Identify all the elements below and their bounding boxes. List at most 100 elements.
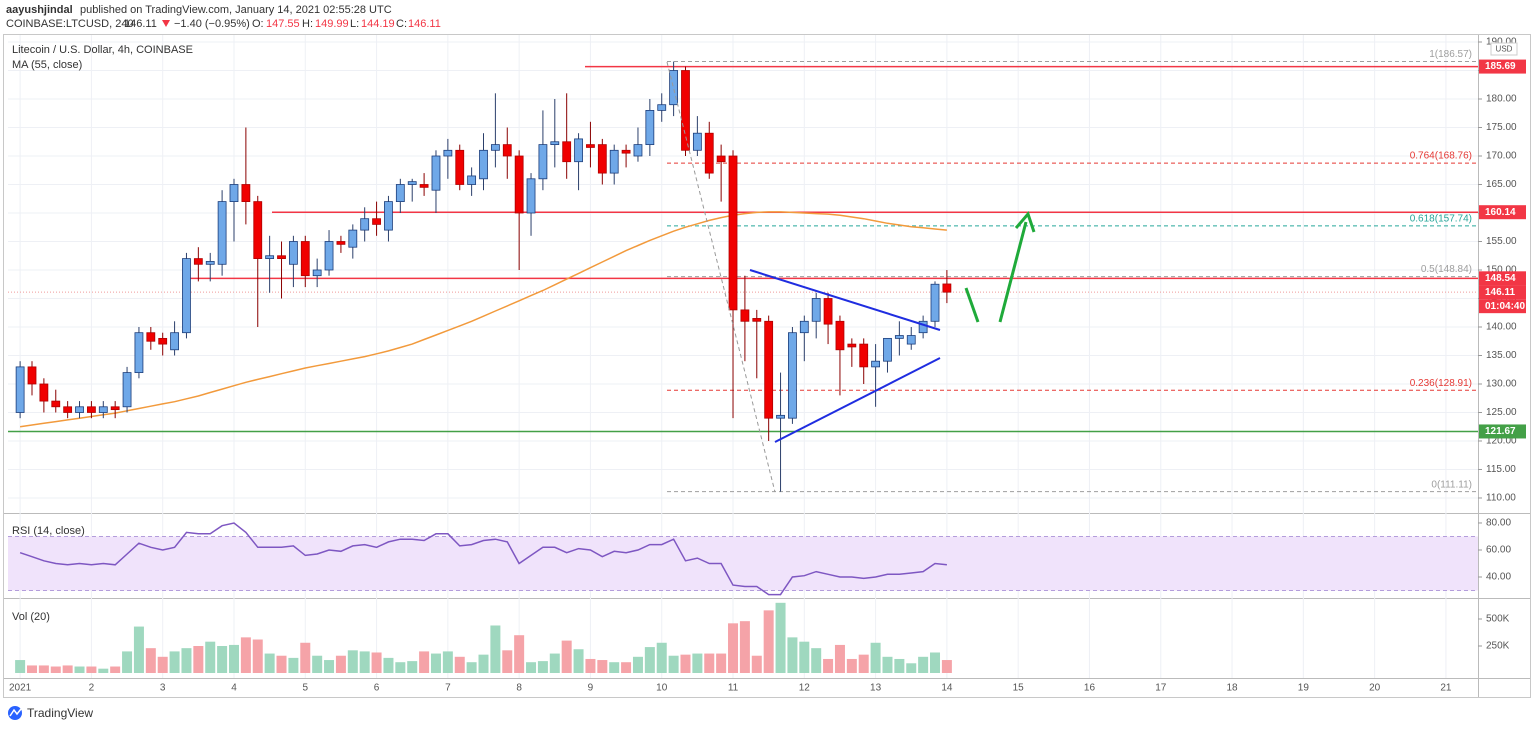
volume-bar: [692, 653, 703, 673]
candle-body: [645, 110, 655, 146]
rsi-band: [8, 536, 1478, 591]
candle-body: [574, 138, 583, 163]
rsi-tick-label: 40.00: [1486, 572, 1511, 583]
y-tick-label: 120.00: [1486, 436, 1517, 447]
x-tick-label: 17: [1155, 683, 1167, 694]
x-tick-label: 7: [445, 683, 451, 694]
volume-bar: [775, 602, 786, 673]
volume-bar: [573, 649, 584, 673]
candle-body: [562, 141, 572, 163]
volume-bar: [668, 655, 679, 673]
volume-bar: [122, 651, 133, 673]
volume-bar: [407, 661, 418, 673]
candle-body: [146, 332, 156, 342]
y-tick-label: 140.00: [1486, 322, 1517, 333]
candle-body: [740, 309, 750, 322]
x-tick-label: 14: [941, 683, 953, 694]
candle-body: [395, 184, 405, 202]
x-tick-label: 2: [89, 683, 95, 694]
close-label: C:: [396, 18, 407, 30]
candle-body: [490, 144, 500, 151]
symbol: COINBASE:LTCUSD, 240: [6, 18, 134, 30]
x-tick-label: 21: [1440, 683, 1452, 694]
candle-body: [253, 201, 263, 259]
volume-bar: [585, 658, 596, 673]
y-tick-label: 135.00: [1486, 350, 1517, 361]
x-tick-label: 20: [1369, 683, 1381, 694]
ma-line: [19, 211, 947, 428]
countdown-bg: [1479, 299, 1526, 314]
volume-bar: [478, 654, 489, 673]
rsi-tick-label: 80.00: [1486, 518, 1511, 529]
x-tick-label: 16: [1084, 683, 1096, 694]
volume-tick-label: 500K: [1486, 614, 1510, 625]
arrow: [964, 287, 980, 323]
y-tick-label: 165.00: [1486, 179, 1517, 190]
volume-bar: [466, 662, 477, 673]
y-tick-label: 175.00: [1486, 122, 1517, 133]
y-tick-label: 130.00: [1486, 379, 1517, 390]
volume-bar: [739, 621, 750, 673]
candle-body: [407, 181, 417, 185]
candle-body: [288, 241, 298, 265]
volume-bar: [716, 653, 727, 673]
level-badge: 148.54: [1485, 273, 1516, 284]
ma-legend: MA (55, close): [12, 59, 82, 71]
fib-trend: [666, 61, 776, 493]
volume-bar: [656, 642, 667, 673]
volume-bar: [834, 644, 845, 673]
published: published on TradingView.com, January 14…: [80, 4, 392, 16]
candle-body: [51, 400, 61, 408]
candle-body: [63, 406, 73, 413]
volume-bar: [264, 653, 275, 673]
level-badge: 185.69: [1485, 61, 1516, 72]
y-tick-label: 110.00: [1486, 493, 1516, 504]
fib-label: 0.618(157.74): [1410, 214, 1472, 225]
candle-body: [894, 335, 904, 339]
fib-label: 0.236(128.91): [1410, 378, 1472, 389]
candle-body: [39, 383, 49, 402]
volume-bar: [205, 641, 216, 673]
candle-body: [431, 155, 441, 191]
candle-body: [704, 132, 714, 174]
volume-bar: [193, 646, 204, 673]
volume-bar: [597, 660, 608, 673]
x-tick-label: 2021: [9, 683, 32, 694]
level-badge-bg: [1479, 424, 1526, 439]
candle-body: [336, 241, 346, 245]
level-badge-bg: [1479, 59, 1526, 74]
candle-body: [205, 261, 215, 265]
logo: [8, 706, 22, 720]
trend-line: [749, 269, 941, 331]
candle-body: [835, 320, 845, 351]
x-tick-label: 12: [799, 683, 811, 694]
candle-body: [98, 406, 108, 413]
x-tick-label: 10: [656, 683, 668, 694]
volume-bar: [217, 646, 228, 673]
fib-label: 1(186.57): [1429, 49, 1472, 60]
volume-bar: [347, 650, 358, 673]
high-value: 149.99: [315, 18, 349, 30]
volume-bar: [228, 644, 239, 673]
volume-bar: [38, 665, 49, 673]
currency-box: [1490, 42, 1518, 56]
candle-body: [182, 258, 191, 334]
rsi-tick-label: 60.00: [1486, 545, 1511, 556]
frame: [3, 34, 1531, 698]
candle-body: [265, 255, 275, 259]
volume-bar: [27, 665, 38, 673]
candle-body: [621, 149, 631, 154]
candle-body: [170, 332, 179, 351]
volume-bar: [110, 666, 121, 673]
volume-bar: [98, 668, 109, 673]
volume-bar: [763, 610, 774, 673]
volume-bar: [288, 657, 299, 673]
x-tick-label: 11: [728, 683, 739, 694]
candle-body: [716, 155, 726, 163]
candle-body: [443, 149, 453, 157]
volume-bar: [490, 625, 501, 673]
y-tick-label: 155.00: [1486, 236, 1517, 247]
candle-body: [134, 332, 144, 373]
